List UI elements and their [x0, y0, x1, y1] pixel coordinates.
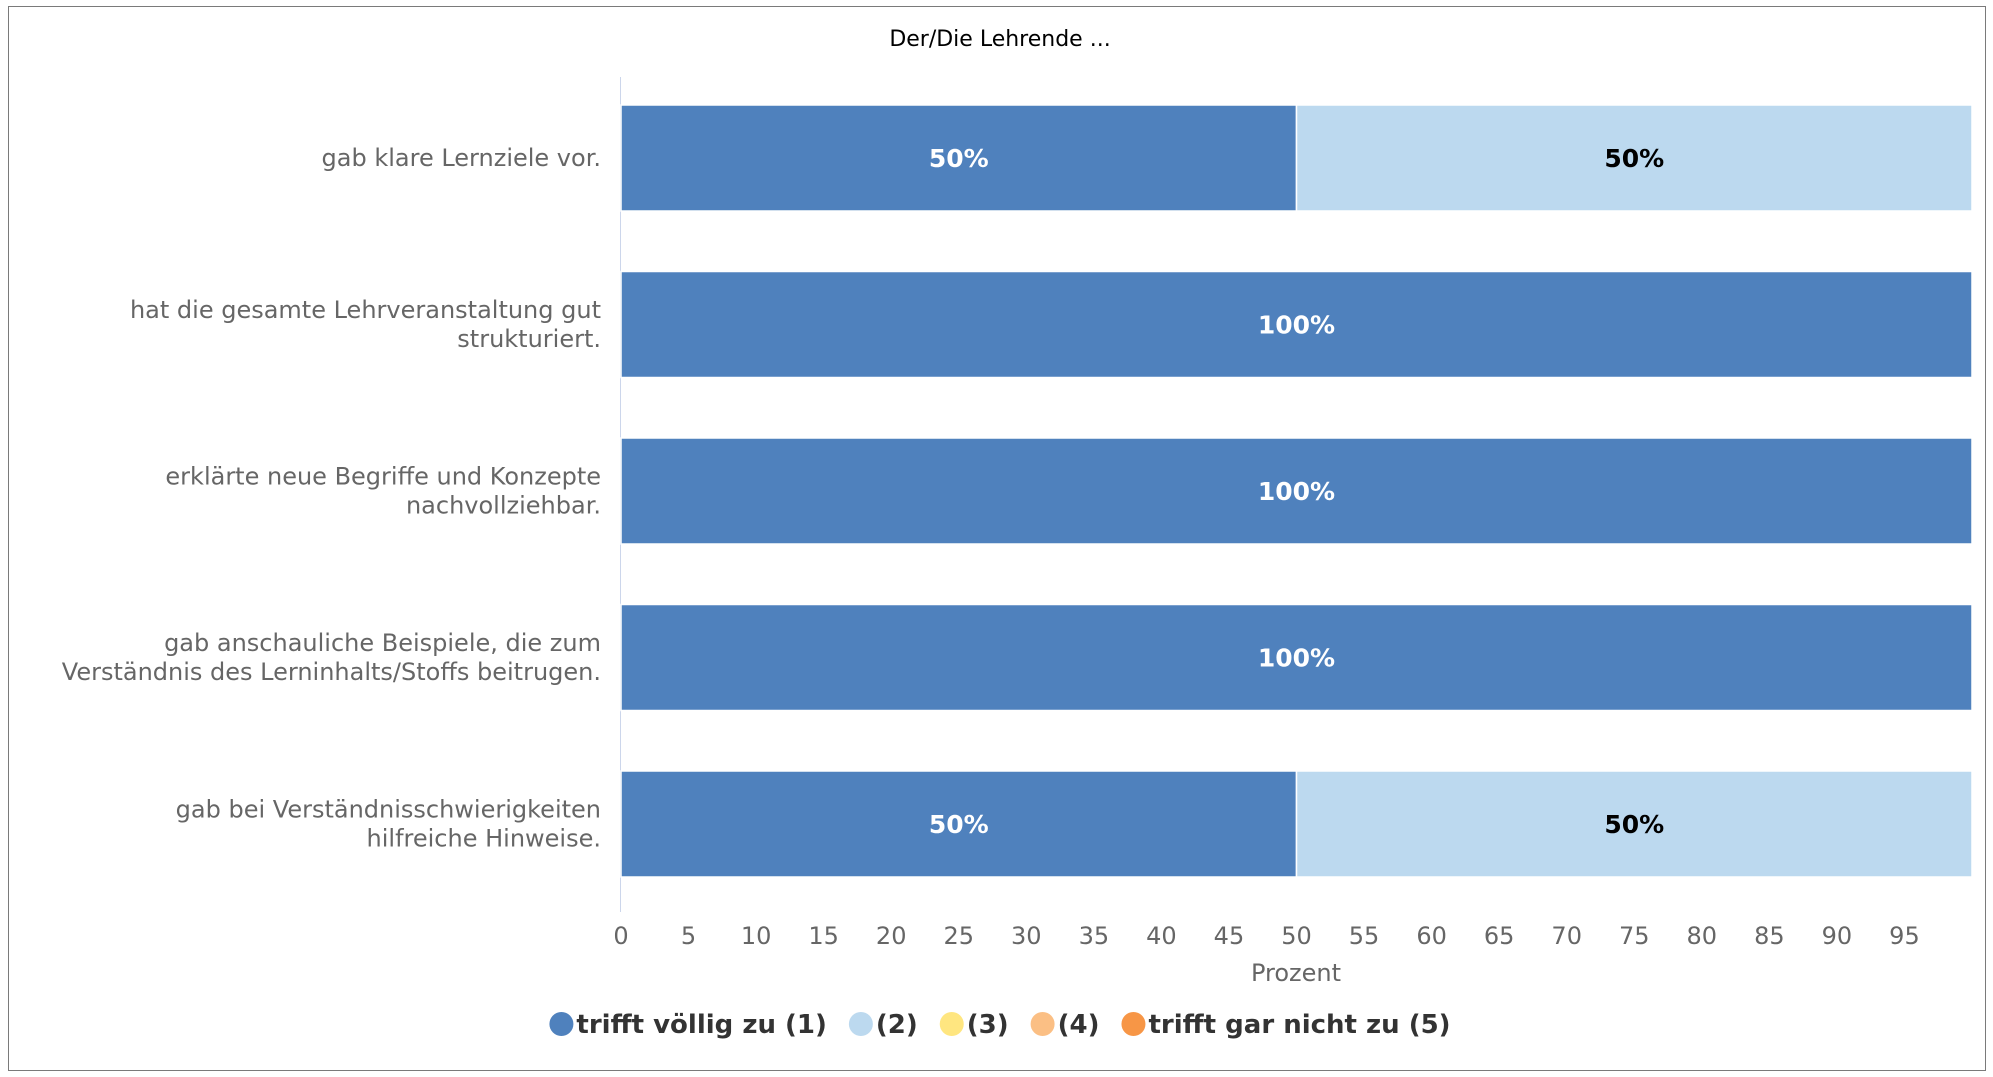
- category-label: erklärte neue Begriffe und Konzepte: [165, 463, 601, 491]
- category-label: gab klare Lernziele vor.: [322, 144, 601, 172]
- bar-value-label: 50%: [1604, 144, 1664, 173]
- legend-label: trifft völlig zu (1): [576, 1010, 826, 1040]
- legend-item[interactable]: (2): [848, 1010, 918, 1040]
- x-tick-label: 60: [1416, 922, 1447, 950]
- x-tick-label: 5: [681, 922, 696, 950]
- bar-value-label: 100%: [1258, 477, 1335, 506]
- bar-value-label: 100%: [1258, 311, 1335, 340]
- legend-item[interactable]: (3): [939, 1010, 1009, 1040]
- legend-label: trifft gar nicht zu (5): [1148, 1010, 1450, 1040]
- category-label: strukturiert.: [457, 325, 601, 353]
- bar-segment: [1295, 104, 1973, 212]
- x-tick-label: 70: [1551, 922, 1582, 950]
- bar-value-label: 50%: [929, 810, 989, 839]
- bar-segment: [620, 104, 1298, 212]
- legend-label: (4): [1058, 1010, 1100, 1040]
- bar-value-label: 100%: [1258, 644, 1335, 673]
- x-tick-label: 10: [741, 922, 772, 950]
- legend: trifft völlig zu (1) (2) (3) (4) trifft gar …: [549, 1010, 1451, 1040]
- bar-value-label: 50%: [929, 144, 989, 173]
- x-tick-label: 55: [1349, 922, 1380, 950]
- x-tick-label: 20: [876, 922, 907, 950]
- bar-labels-group: 50% 50% 100% 100% 100% 50% 50%: [929, 144, 1664, 839]
- bar-segment: [1295, 770, 1973, 878]
- legend-label: (2): [876, 1010, 918, 1040]
- category-label: hilfreiche Hinweise.: [367, 825, 601, 853]
- chart-title: Der/Die Lehrende ...: [889, 27, 1110, 52]
- x-tick-label: 90: [1822, 922, 1853, 950]
- x-tick-labels-group: 0 5 10 15 20 25 30 35 40 45 50 55 60 65 70 75 80 85 90 95: [613, 922, 1919, 950]
- x-tick-label: 80: [1687, 922, 1718, 950]
- category-label: gab bei Verständnisschwierigkeiten: [176, 796, 601, 824]
- legend-marker-icon: [1121, 1012, 1146, 1036]
- x-axis-title: Prozent: [1251, 959, 1341, 987]
- x-tick-label: 50: [1281, 922, 1312, 950]
- x-tick-label: 45: [1214, 922, 1245, 950]
- x-tick-label: 35: [1079, 922, 1110, 950]
- bar-segment: [620, 603, 1973, 712]
- legend-item[interactable]: trifft völlig zu (1): [549, 1010, 827, 1040]
- x-tick-label: 85: [1754, 922, 1785, 950]
- x-tick-label: 95: [1889, 922, 1920, 950]
- category-labels-group: gab klare Lernziele vor. hat die gesamte …: [62, 144, 601, 853]
- category-label: gab anschauliche Beispiele, die zum: [164, 629, 601, 657]
- legend-item[interactable]: (4): [1030, 1010, 1100, 1040]
- legend-marker-icon: [549, 1012, 574, 1036]
- legend-label: (3): [967, 1010, 1009, 1040]
- legend-marker-icon: [939, 1012, 964, 1036]
- legend-marker-icon: [1030, 1012, 1055, 1036]
- bars-group: [620, 104, 1973, 878]
- bar-value-label: 50%: [1604, 810, 1664, 839]
- x-tick-label: 15: [808, 922, 839, 950]
- bar-segment: [620, 270, 1973, 379]
- bar-segment: [620, 770, 1298, 878]
- x-tick-label: 40: [1146, 922, 1177, 950]
- legend-item[interactable]: trifft gar nicht zu (5): [1121, 1010, 1451, 1040]
- category-label: nachvollziehbar.: [406, 492, 601, 520]
- x-tick-label: 0: [613, 922, 628, 950]
- x-tick-label: 75: [1619, 922, 1650, 950]
- x-tick-label: 65: [1484, 922, 1515, 950]
- x-tick-label: 30: [1011, 922, 1042, 950]
- chart-frame: Der/Die Lehrende ... 50% 50% 100% 100% 100% 5…: [8, 6, 1986, 1071]
- stacked-bar-chart: Der/Die Lehrende ... 50% 50%100%100%100%5…: [62, 27, 1973, 1040]
- bar-segment: [620, 437, 1973, 545]
- legend-marker-icon: [848, 1012, 873, 1036]
- x-tick-label: 25: [943, 922, 974, 950]
- category-label: Verständnis des Lerninhalts/Stoffs beitr…: [62, 658, 601, 686]
- category-label: hat die gesamte Lehrveranstaltung gut: [130, 296, 601, 324]
